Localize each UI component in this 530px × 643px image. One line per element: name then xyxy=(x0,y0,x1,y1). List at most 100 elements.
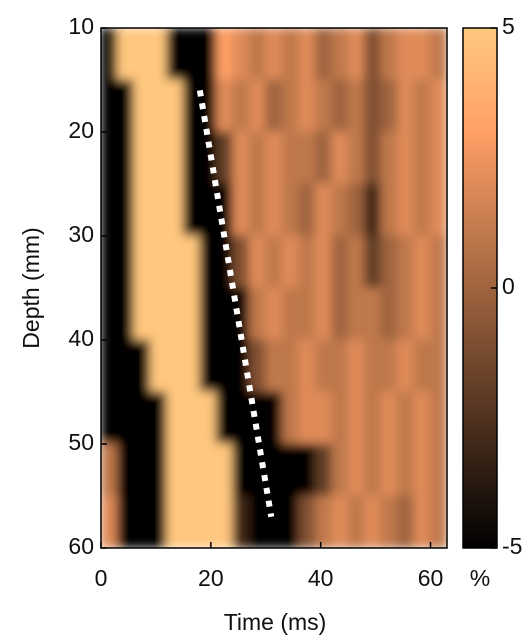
heatmap-cell xyxy=(248,131,267,185)
heatmap-cell xyxy=(281,28,300,81)
heatmap-cell xyxy=(133,131,151,185)
heatmap-cell xyxy=(182,287,201,341)
heatmap-cell xyxy=(380,495,399,548)
heatmap-cell xyxy=(133,287,151,341)
heatmap-cell xyxy=(413,339,432,393)
heatmap-cell xyxy=(149,391,168,445)
heatmap-cell xyxy=(413,391,432,445)
heatmap-cell xyxy=(364,79,382,133)
heatmap-cell xyxy=(314,287,333,341)
heatmap-cell xyxy=(232,183,250,237)
x-tick-label: 0 xyxy=(95,565,108,591)
heatmap-cell xyxy=(101,183,118,237)
y-tick-label: 30 xyxy=(68,221,94,247)
heatmap-cell xyxy=(314,339,333,393)
heatmap-cell xyxy=(248,495,267,548)
heatmap-cell xyxy=(116,183,135,237)
heatmap-cell xyxy=(182,495,201,548)
heatmap-cell xyxy=(430,235,447,289)
heatmap-cell xyxy=(265,443,283,497)
x-tick-label: 40 xyxy=(308,565,334,591)
heatmap-cell xyxy=(232,495,250,548)
heatmap-cell xyxy=(314,28,333,81)
heatmap-cell xyxy=(413,235,432,289)
plot-frame xyxy=(100,27,448,549)
x-axis-label: Time (ms) xyxy=(224,609,327,635)
heatmap-cell xyxy=(149,443,168,497)
heatmap-cell xyxy=(347,391,366,445)
heatmap-cell xyxy=(232,339,250,393)
heatmap-cell xyxy=(232,131,250,185)
heatmap-cell xyxy=(331,28,349,81)
heatmap-cell xyxy=(314,443,333,497)
heatmap-cell xyxy=(281,235,300,289)
heatmap-cell xyxy=(182,28,201,81)
heatmap-cell xyxy=(331,131,349,185)
heatmap-cell xyxy=(281,495,300,548)
heatmap-cell xyxy=(166,131,184,185)
colorbar-tick-label: 5 xyxy=(502,13,515,39)
heatmap-cell xyxy=(116,495,135,548)
heatmap-cell xyxy=(347,339,366,393)
heatmap-cell xyxy=(182,339,201,393)
heatmap-cell xyxy=(133,443,151,497)
heatmap-cell xyxy=(166,183,184,237)
heatmap-cell xyxy=(166,28,184,81)
heatmap-cell xyxy=(265,79,283,133)
heatmap xyxy=(101,28,447,548)
heatmap-cell xyxy=(413,28,432,81)
heatmap-cell xyxy=(347,79,366,133)
heatmap-cell xyxy=(430,183,447,237)
heatmap-cell xyxy=(101,339,118,393)
heatmap-cell xyxy=(364,287,382,341)
heatmap-cell xyxy=(116,79,135,133)
heatmap-cell xyxy=(182,131,201,185)
heatmap-cell xyxy=(133,28,151,81)
heatmap-cell xyxy=(364,339,382,393)
heatmap-cell xyxy=(331,79,349,133)
heatmap-cell xyxy=(298,183,316,237)
heatmap-cell xyxy=(430,287,447,341)
heatmap-cell xyxy=(298,235,316,289)
heatmap-cell xyxy=(248,339,267,393)
heatmap-cell xyxy=(281,391,300,445)
heatmap-cell xyxy=(232,235,250,289)
heatmap-cell xyxy=(265,391,283,445)
heatmap-cell xyxy=(413,443,432,497)
heatmap-cell xyxy=(380,131,399,185)
heatmap-cell xyxy=(133,495,151,548)
heatmap-cell xyxy=(265,131,283,185)
heatmap-cell xyxy=(248,287,267,341)
heatmap-cell xyxy=(430,131,447,185)
heatmap-cell xyxy=(430,28,447,81)
heatmap-cell xyxy=(314,391,333,445)
heatmap-cell xyxy=(199,183,217,237)
heatmap-cell xyxy=(149,183,168,237)
heatmap-cell xyxy=(397,183,415,237)
heatmap-cell xyxy=(397,495,415,548)
heatmap-cell xyxy=(298,287,316,341)
heatmap-cell xyxy=(430,339,447,393)
heatmap-cell xyxy=(298,28,316,81)
heatmap-cell xyxy=(347,131,366,185)
heatmap-cell xyxy=(281,183,300,237)
heatmap-cell xyxy=(430,391,447,445)
y-tick-label: 40 xyxy=(68,325,94,351)
heatmap-cell xyxy=(397,131,415,185)
heatmap-cell xyxy=(331,287,349,341)
heatmap-cell xyxy=(380,79,399,133)
y-tick-label: 10 xyxy=(68,13,94,39)
heatmap-cell xyxy=(101,391,118,445)
heatmap-cell xyxy=(199,287,217,341)
heatmap-cell xyxy=(265,339,283,393)
heatmap-cell xyxy=(248,391,267,445)
y-tick-label: 50 xyxy=(68,429,94,455)
heatmap-cell xyxy=(430,443,447,497)
heatmap-cell xyxy=(314,183,333,237)
heatmap-cell xyxy=(397,79,415,133)
heatmap-cell xyxy=(215,287,234,341)
heatmap-cell xyxy=(182,235,201,289)
heatmap-cell xyxy=(133,79,151,133)
heatmap-cell xyxy=(199,28,217,81)
heatmap-cell xyxy=(314,79,333,133)
